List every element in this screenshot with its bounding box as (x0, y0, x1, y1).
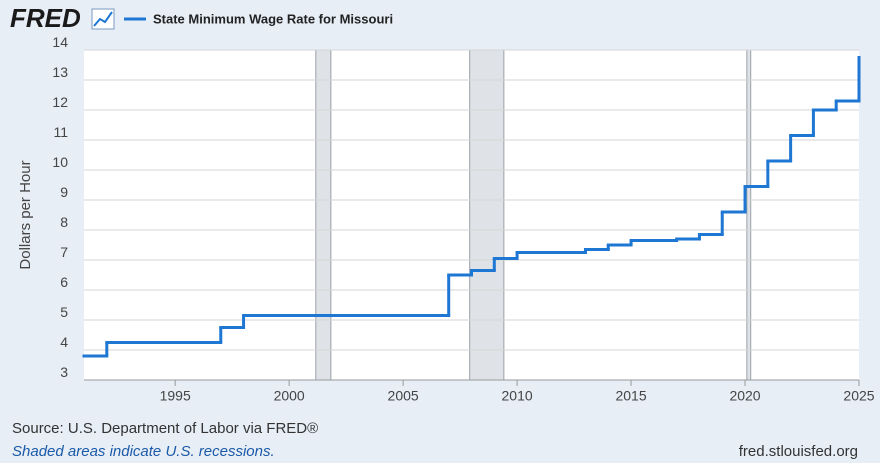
legend-label: State Minimum Wage Rate for Missouri (153, 11, 393, 26)
recession-note: Shaded areas indicate U.S. recessions. (12, 443, 275, 460)
logo: FRED (10, 3, 81, 33)
logo-icon (91, 8, 115, 30)
y-tick-label: 10 (52, 154, 68, 170)
y-tick-label: 5 (60, 304, 68, 320)
y-tick-label: 3 (60, 364, 68, 380)
source: Source: U.S. Department of Labor via FRE… (12, 420, 318, 437)
y-tick-label: 14 (52, 34, 68, 50)
x-tick-label: 2010 (502, 388, 533, 404)
y-tick-label: 9 (60, 184, 68, 200)
y-tick-label: 4 (60, 334, 68, 350)
y-axis-label: Dollars per Hour (17, 160, 34, 269)
x-tick-label: 2005 (388, 388, 419, 404)
y-tick-label: 6 (60, 274, 68, 290)
recession-band (746, 49, 752, 381)
x-tick-label: 2000 (274, 388, 305, 404)
y-tick-label: 12 (52, 94, 68, 110)
x-tick-label: 2020 (729, 388, 760, 404)
x-tick-label: 2025 (843, 388, 874, 404)
y-tick-label: 8 (60, 214, 68, 230)
y-tick-label: 7 (60, 244, 68, 260)
recession-band (315, 49, 332, 381)
y-tick-label: 13 (52, 64, 68, 80)
x-tick-label: 2015 (615, 388, 646, 404)
site: fred.stlouisfed.org (739, 443, 858, 460)
y-tick-label: 11 (53, 124, 68, 140)
recession-band (469, 49, 505, 381)
x-tick-label: 1995 (160, 388, 191, 404)
